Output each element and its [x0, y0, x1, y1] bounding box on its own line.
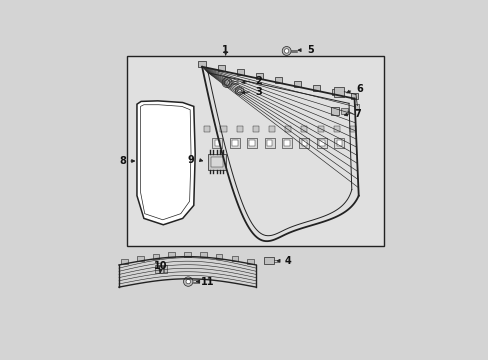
- Circle shape: [183, 277, 193, 286]
- Polygon shape: [137, 101, 195, 225]
- Bar: [266, 140, 272, 146]
- Bar: [168, 252, 175, 257]
- Bar: [210, 157, 223, 167]
- Bar: [215, 254, 222, 259]
- Bar: [354, 104, 358, 110]
- Bar: [208, 154, 225, 170]
- Bar: [236, 69, 244, 75]
- Bar: [264, 257, 274, 264]
- Bar: [282, 138, 291, 148]
- Bar: [330, 107, 339, 115]
- Bar: [299, 138, 309, 148]
- Text: 2: 2: [255, 76, 262, 86]
- Bar: [319, 140, 324, 146]
- Bar: [284, 140, 289, 146]
- Bar: [127, 56, 383, 246]
- Bar: [249, 140, 254, 146]
- Bar: [285, 126, 291, 132]
- Bar: [333, 126, 339, 132]
- Circle shape: [284, 49, 288, 53]
- Text: 8: 8: [120, 156, 126, 166]
- Bar: [334, 87, 344, 97]
- Bar: [217, 65, 224, 71]
- Text: 10: 10: [153, 261, 167, 271]
- Text: 1: 1: [222, 45, 228, 55]
- Bar: [214, 140, 220, 146]
- Bar: [252, 126, 259, 132]
- Text: 4: 4: [284, 256, 291, 266]
- Bar: [236, 126, 242, 132]
- Bar: [312, 85, 320, 91]
- Bar: [255, 73, 263, 79]
- Bar: [268, 126, 275, 132]
- Bar: [159, 265, 163, 273]
- Text: 3: 3: [255, 87, 262, 97]
- Bar: [301, 126, 307, 132]
- Bar: [220, 126, 226, 132]
- Bar: [336, 140, 342, 146]
- Circle shape: [237, 89, 241, 93]
- Bar: [137, 256, 143, 261]
- Bar: [163, 265, 167, 273]
- Text: 5: 5: [306, 45, 313, 55]
- Bar: [264, 138, 274, 148]
- Bar: [212, 138, 222, 148]
- Bar: [274, 77, 282, 83]
- Bar: [200, 252, 206, 257]
- Bar: [184, 252, 190, 257]
- Bar: [317, 126, 323, 132]
- Bar: [293, 81, 301, 87]
- Bar: [204, 126, 210, 132]
- Text: 6: 6: [356, 84, 363, 94]
- Bar: [229, 138, 239, 148]
- Circle shape: [222, 77, 232, 87]
- Bar: [331, 89, 338, 95]
- Bar: [349, 126, 355, 132]
- Bar: [247, 259, 253, 264]
- Bar: [340, 108, 347, 114]
- Bar: [155, 265, 158, 273]
- Circle shape: [282, 46, 290, 55]
- Bar: [301, 140, 306, 146]
- Text: 9: 9: [187, 155, 194, 165]
- Circle shape: [224, 80, 229, 85]
- Text: 7: 7: [353, 109, 360, 119]
- Bar: [350, 93, 357, 99]
- Bar: [231, 256, 238, 261]
- Bar: [334, 138, 344, 148]
- Circle shape: [185, 279, 190, 284]
- Text: 11: 11: [201, 276, 214, 287]
- Bar: [152, 254, 159, 259]
- Bar: [231, 140, 237, 146]
- Bar: [198, 61, 205, 67]
- Bar: [121, 259, 127, 264]
- Bar: [316, 138, 326, 148]
- Bar: [247, 138, 257, 148]
